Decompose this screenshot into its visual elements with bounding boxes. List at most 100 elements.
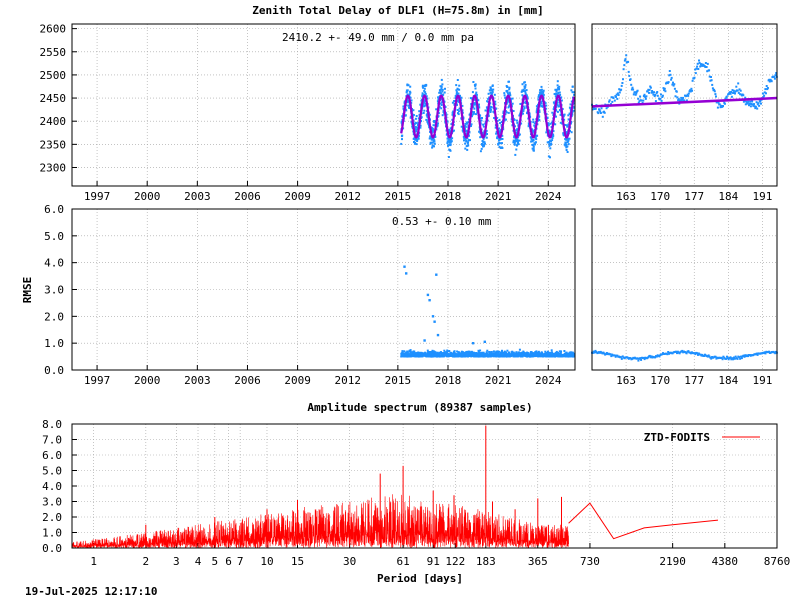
ztd-point [565, 131, 568, 134]
ztd-point [558, 91, 561, 94]
ztd-point [550, 142, 553, 145]
ztd-point [414, 126, 417, 128]
ztd-point [434, 136, 437, 138]
ztd-point [458, 110, 460, 113]
ztd-point [491, 92, 494, 95]
ztd-recent-point [683, 99, 686, 102]
x-tick-label: 91 [427, 555, 440, 568]
ztd-point [557, 98, 560, 101]
rmse-outlier [428, 299, 431, 302]
ztd-point [565, 138, 568, 141]
ztd-point [507, 111, 510, 114]
ztd-point [441, 90, 444, 93]
x-tick-label: 191 [752, 190, 772, 203]
ztd-recent-point [677, 98, 680, 101]
x-tick-label: 2000 [134, 374, 161, 387]
x-tick-label: 2021 [485, 374, 512, 387]
ztd-point [460, 125, 463, 128]
x-tick-label: 2012 [334, 374, 361, 387]
rmse-point [446, 349, 449, 352]
ztd-point [556, 80, 559, 83]
ztd-point [455, 92, 458, 95]
x-tick-label: 170 [650, 190, 670, 203]
ztd-point [440, 104, 443, 106]
rmse-point [563, 350, 566, 352]
rmse-point [494, 352, 497, 355]
ztd-point [563, 118, 566, 121]
rmse-recent-point [667, 351, 670, 353]
ztd-point [417, 134, 420, 137]
ztd-point [417, 136, 420, 139]
ztd-point [522, 110, 525, 112]
ztd-recent-point [710, 76, 712, 78]
ztd-point [450, 140, 453, 143]
ztd-point [567, 114, 570, 117]
ztd-recent-point [608, 99, 611, 102]
rmse-point [508, 351, 510, 354]
ztd-recent-point [720, 104, 723, 107]
ztd-point [489, 110, 492, 113]
ztd-point [537, 95, 540, 98]
ztd-point [425, 118, 428, 121]
ztd-point [532, 144, 535, 147]
ztd-point [439, 98, 442, 101]
ztd-recent-point [763, 94, 766, 97]
ztd-point [508, 92, 511, 95]
ztd-point [522, 90, 525, 93]
ztd-point [458, 84, 461, 87]
x-tick-label: 2 [143, 555, 150, 568]
ztd-point [515, 148, 518, 151]
ztd-recent-point [650, 91, 653, 94]
y-tick-label: 0.0 [44, 364, 64, 377]
ztd-recent-point [737, 82, 740, 85]
ztd-point [524, 90, 526, 93]
ztd-recent-point [632, 93, 635, 96]
rmse-recent-point [661, 353, 664, 356]
ztd-point [494, 103, 497, 106]
ztd-recent-point [691, 89, 693, 92]
x-tick-label: 2015 [385, 374, 412, 387]
rmse-point [424, 351, 427, 354]
ztd-point [470, 123, 473, 126]
ztd-point [424, 92, 427, 95]
x-tick-label: 61 [396, 555, 409, 568]
ztd-point [547, 122, 550, 125]
ztd-point [431, 141, 434, 144]
ztd-point [508, 91, 511, 94]
ztd-recent-point [710, 79, 713, 82]
ztd-recent-point [688, 90, 691, 93]
rmse-point [428, 351, 431, 353]
rmse-point [461, 352, 464, 355]
ztd-trend-line [591, 96, 778, 108]
ztd-point [520, 90, 523, 93]
rmse-recent-point [610, 355, 613, 358]
ztd-point [555, 90, 558, 93]
ztd-point [566, 125, 569, 128]
ztd-point [549, 156, 551, 159]
ztd-point [531, 128, 534, 131]
rmse-recent-point [727, 358, 730, 361]
ztd-recent-point [690, 87, 693, 90]
ztd-point [447, 144, 450, 147]
ztd-recent-point [722, 105, 724, 107]
ztd-point [440, 87, 443, 90]
ztd-point [470, 97, 473, 100]
rmse-point [560, 350, 562, 353]
ztd-point [559, 113, 562, 116]
ztd-recent-point [687, 94, 690, 97]
panel-amplitude-spectrum: Amplitude spectrum (89387 samples) 8.0 7.… [42, 401, 790, 585]
rmse-point [443, 355, 446, 358]
ztd-recent-point [694, 68, 697, 71]
ztd-point [464, 122, 467, 125]
y-tick-label: 4.0 [42, 480, 62, 493]
x-tick-label: 2009 [284, 190, 311, 203]
ztd-point [422, 102, 425, 105]
ztd-recent-point [682, 96, 685, 99]
ztd-point [557, 105, 560, 108]
ztd-recent-point [652, 93, 655, 96]
ztd-point [559, 93, 562, 96]
ztd-recent-point [610, 96, 613, 99]
x-tick-label: 1 [90, 555, 97, 568]
ztd-point [406, 89, 409, 92]
rmse-recent-point [726, 357, 729, 360]
